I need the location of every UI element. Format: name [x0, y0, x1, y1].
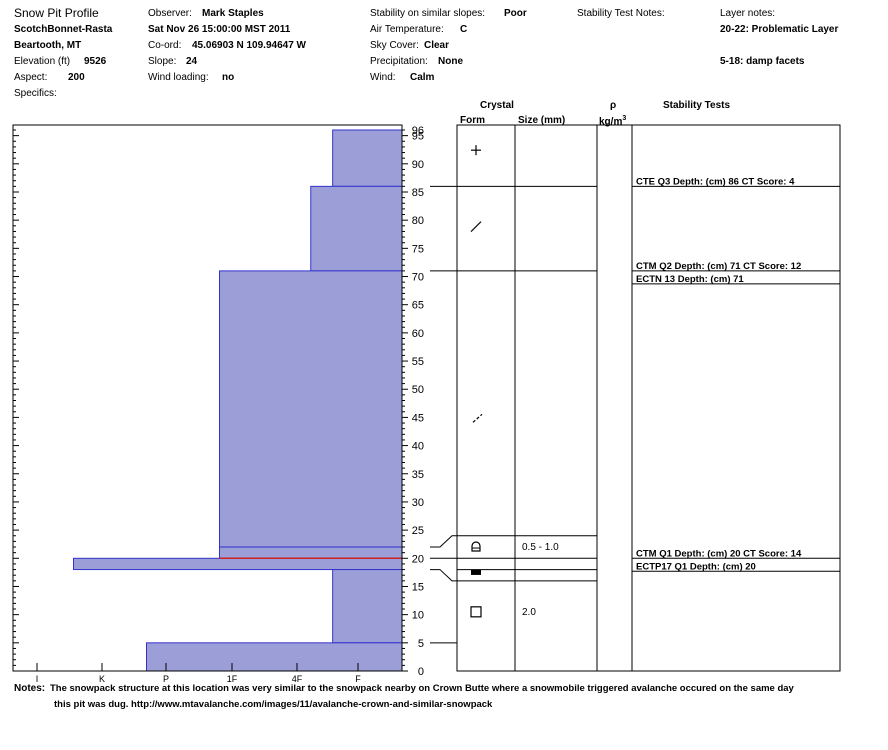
density-unit-base: kg/m: [599, 116, 623, 128]
aspect-label: Aspect:: [14, 72, 48, 83]
y-tick-label: 45: [412, 412, 424, 424]
wind-loading-label: Wind loading:: [148, 72, 209, 83]
y-tick-label-top: 96: [412, 125, 424, 137]
hardness-layer-4: [73, 557, 403, 571]
stability-test-label: CTE Q3 Depth: (cm) 86 CT Score: 4: [636, 176, 795, 187]
density-unit-header: kg/m3: [599, 115, 626, 127]
elevation-value: 9526: [84, 56, 107, 67]
y-tick-label: 5: [418, 638, 424, 650]
wind-value: Calm: [410, 72, 435, 83]
stability-test-label: CTM Q2 Depth: (cm) 71 CT Score: 12: [636, 261, 801, 272]
y-tick-label: 40: [412, 441, 424, 453]
density-unit-exp: 3: [622, 115, 627, 122]
layer-notes-label: Layer notes:: [720, 8, 776, 19]
y-tick-label: 75: [412, 243, 424, 255]
crystal-header: Crystal: [480, 100, 514, 111]
dashed-slash-symbol: [472, 413, 483, 423]
hardness-layer-3: [219, 546, 403, 559]
connector-line: [430, 569, 457, 582]
y-tick-label: 80: [412, 215, 424, 227]
connector-line: [430, 535, 457, 548]
slash-symbol: [470, 221, 482, 233]
elevation-label: Elevation (ft): [14, 56, 71, 67]
x-tick-label: 1F: [227, 674, 238, 684]
crystal-size: 0.5 - 1.0: [522, 542, 559, 553]
coord-label: Co-ord:: [148, 40, 182, 51]
block-symbol: [471, 569, 481, 575]
y-tick-label: 10: [412, 610, 424, 622]
hardness-layer-5: [332, 569, 403, 644]
stability-test-label: ECTN 13 Depth: (cm) 71: [636, 274, 744, 285]
hardness-profile: [73, 129, 403, 672]
y-tick-label: 65: [412, 300, 424, 312]
layer-note-1: 20-22: Problematic Layer: [720, 24, 839, 35]
right-frame: [456, 124, 841, 672]
stability-notes-label: Stability Test Notes:: [577, 8, 665, 19]
layer-note-2: 5-18: damp facets: [720, 56, 805, 67]
location: ScotchBonnet-Rasta: [14, 24, 113, 35]
y-tick-label: 70: [412, 272, 424, 284]
y-tick-label: 20: [412, 553, 424, 565]
wind-loading-value: no: [222, 72, 235, 83]
rho-header: ρ: [610, 100, 617, 111]
hardness-layer-1: [310, 185, 403, 272]
coord-value: 45.06903 N 109.94647 W: [192, 40, 306, 51]
hardness-layer-0: [332, 129, 403, 187]
stability-test-label: CTM Q1 Depth: (cm) 20 CT Score: 14: [636, 548, 802, 559]
y-tick-label: 30: [412, 497, 424, 509]
x-tick-label: 4F: [292, 674, 303, 684]
y-tick-label: 55: [412, 356, 424, 368]
precip-value: None: [438, 56, 463, 67]
y-tick-label: 60: [412, 328, 424, 340]
chart-frames: [12, 124, 841, 672]
air-temp-value: C: [460, 24, 468, 35]
sky-label: Sky Cover:: [370, 40, 419, 51]
specifics-label: Specifics:: [14, 88, 57, 99]
y-tick-label: 50: [412, 384, 424, 396]
hardness-layer-2: [219, 270, 403, 548]
y-tick-label: 25: [412, 525, 424, 537]
stability-tests-column: CTE Q3 Depth: (cm) 86 CT Score: 4 CTM Q2 …: [632, 176, 840, 572]
observer-value: Mark Staples: [202, 8, 264, 19]
x-tick-label: K: [99, 674, 105, 684]
y-tick-label: 15: [412, 581, 424, 593]
stability-label: Stability on similar slopes:: [370, 8, 486, 19]
observer-label: Observer:: [148, 8, 192, 19]
square-symbol: [470, 606, 482, 618]
stability-value: Poor: [504, 8, 527, 19]
notes-line-1: The snowpack structure at this location …: [50, 683, 794, 694]
x-tick-label: F: [355, 674, 361, 684]
page-title: Snow Pit Profile: [14, 6, 99, 20]
cup-symbol: [471, 541, 481, 552]
sky-value: Clear: [424, 40, 450, 51]
datetime: Sat Nov 26 15:00:00 MST 2011: [148, 24, 291, 35]
region: Beartooth, MT: [14, 40, 82, 51]
notes-line-2: this pit was dug. http://www.mtavalanche…: [54, 699, 493, 710]
precip-label: Precipitation:: [370, 56, 428, 67]
slope-label: Slope:: [148, 56, 177, 67]
x-tick-label: I: [36, 674, 39, 684]
air-temp-label: Air Temperature:: [370, 24, 444, 35]
x-tick-label: P: [163, 674, 169, 684]
wind-label: Wind:: [370, 72, 396, 83]
form-header: Form: [460, 115, 485, 126]
y-tick-label: 95: [412, 131, 424, 143]
y-tick-label: 85: [412, 187, 424, 199]
size-header: Size (mm): [518, 115, 566, 126]
stability-tests-header: Stability Tests: [663, 100, 731, 111]
y-tick-label: 35: [412, 469, 424, 481]
notes-label: Notes:: [14, 683, 46, 694]
y-tick-label: 0: [418, 666, 424, 678]
hardness-axis: I K P 1F 4F F: [36, 663, 361, 684]
aspect-value: 200: [68, 72, 85, 83]
hardness-layer-6: [146, 642, 403, 672]
crystal-column: 0.5 - 1.0 2.0: [430, 145, 597, 644]
y-tick-label: 90: [412, 159, 424, 171]
crystal-size: 2.0: [522, 607, 536, 618]
slope-value: 24: [186, 56, 198, 67]
stability-test-label: ECTP17 Q1 Depth: (cm) 20: [636, 561, 756, 572]
